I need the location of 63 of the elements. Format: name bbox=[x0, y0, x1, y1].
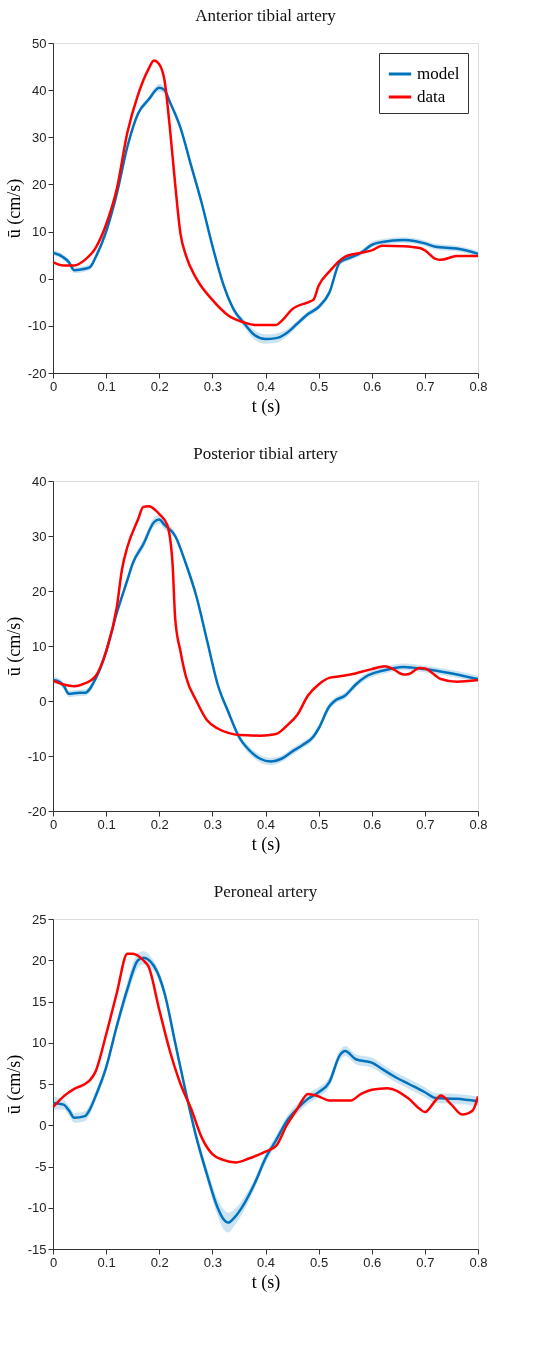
x-tick-label: 0.5 bbox=[310, 816, 329, 832]
y-tick-label: 25 bbox=[32, 911, 47, 927]
y-tick-label: 20 bbox=[32, 952, 47, 968]
x-tick-label: 0.3 bbox=[203, 378, 222, 394]
x-tick-label: 0.2 bbox=[150, 1254, 169, 1270]
x-tick-label: 0.8 bbox=[469, 816, 488, 832]
x-tick-label: 0.2 bbox=[150, 816, 169, 832]
y-tick-label: 40 bbox=[32, 82, 47, 98]
x-tick-label: 0.8 bbox=[469, 1254, 488, 1270]
y-tick-label: 0 bbox=[39, 1117, 47, 1133]
x-tick-label: 0.2 bbox=[150, 378, 169, 394]
y-tick-label: 10 bbox=[32, 1035, 47, 1051]
chart-title: Anterior tibial artery bbox=[195, 6, 337, 25]
x-tick-label: 0.4 bbox=[256, 1254, 276, 1270]
x-tick-label: 0.3 bbox=[203, 816, 222, 832]
x-tick-label: 0.8 bbox=[469, 378, 488, 394]
y-tick-label: 15 bbox=[32, 994, 47, 1009]
x-tick-label: 0.5 bbox=[310, 378, 329, 394]
y-tick-label: 0 bbox=[39, 271, 47, 287]
x-tick-label: 0 bbox=[49, 378, 58, 394]
x-tick-label: 0 bbox=[49, 816, 58, 832]
x-axis-title: t (s) bbox=[251, 833, 281, 855]
y-tick-label: 0 bbox=[39, 693, 47, 709]
y-tick-label: 40 bbox=[32, 473, 47, 489]
x-tick-label: 0.6 bbox=[363, 378, 382, 394]
y-tick-label: 5 bbox=[39, 1076, 47, 1092]
x-tick-label: 0.7 bbox=[416, 378, 435, 394]
x-tick-label: 0.6 bbox=[363, 1254, 382, 1270]
legend-label: model bbox=[417, 64, 460, 83]
x-tick-label: 0.1 bbox=[97, 378, 116, 394]
y-axis-title: ū (cm/s) bbox=[3, 1054, 25, 1115]
x-tick-label: 0.7 bbox=[416, 1254, 435, 1270]
y-tick-label: -5 bbox=[34, 1159, 47, 1174]
y-axis-title: ū (cm/s) bbox=[3, 616, 25, 677]
x-tick-label: 0 bbox=[49, 1254, 58, 1270]
x-tick-label: 0.4 bbox=[256, 378, 276, 394]
x-tick-label: 0.1 bbox=[97, 1254, 116, 1270]
x-tick-label: 0.6 bbox=[363, 816, 382, 832]
x-tick-label: 0.3 bbox=[203, 1254, 222, 1270]
x-axis-title: t (s) bbox=[251, 1271, 281, 1293]
chart-title: Peroneal artery bbox=[213, 882, 318, 901]
chart-title: Posterior tibial artery bbox=[193, 444, 339, 463]
legend-label: data bbox=[417, 87, 446, 106]
y-tick-label: -15 bbox=[27, 1241, 47, 1257]
y-tick-label: 50 bbox=[32, 35, 47, 51]
x-tick-label: 0.5 bbox=[310, 1254, 329, 1270]
y-tick-label: 20 bbox=[32, 583, 47, 599]
x-axis-title: t (s) bbox=[251, 395, 281, 417]
y-tick-label: -10 bbox=[27, 1200, 47, 1216]
y-tick-label: 10 bbox=[32, 224, 47, 240]
y-tick-label: -20 bbox=[27, 365, 47, 381]
y-tick-label: -10 bbox=[27, 748, 47, 764]
y-tick-label: -20 bbox=[27, 803, 47, 819]
y-tick-label: 30 bbox=[32, 528, 47, 544]
line-series bbox=[53, 952, 478, 1164]
x-tick-label: 0.1 bbox=[97, 816, 116, 832]
y-axis-title: ū (cm/s) bbox=[3, 178, 25, 239]
x-tick-label: 0.4 bbox=[256, 816, 276, 832]
x-tick-label: 0.7 bbox=[416, 816, 435, 832]
y-tick-label: 20 bbox=[32, 176, 47, 192]
y-tick-label: 30 bbox=[32, 129, 47, 145]
y-tick-label: -10 bbox=[27, 318, 47, 334]
y-tick-label: 10 bbox=[32, 638, 47, 654]
